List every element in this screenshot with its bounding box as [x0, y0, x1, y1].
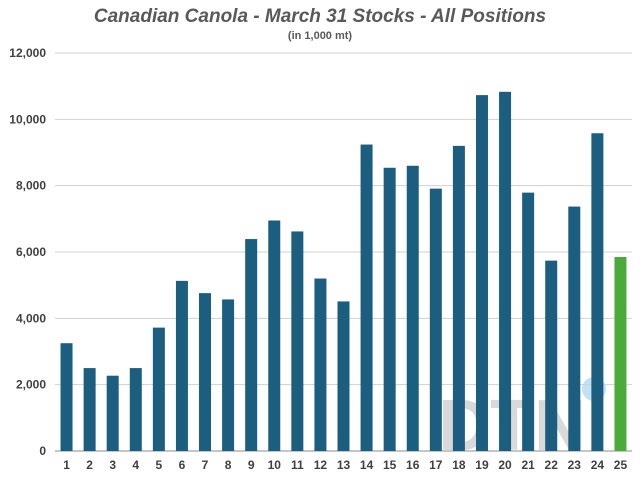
- bar-22: [545, 260, 558, 451]
- bar-6: [175, 280, 188, 451]
- bar-14: [360, 144, 373, 452]
- x-tick-label: 13: [337, 458, 351, 472]
- bar-11: [291, 231, 304, 451]
- x-tick-label: 16: [406, 458, 420, 472]
- y-tick-label: 8,000: [16, 179, 46, 193]
- bar-4: [129, 368, 142, 451]
- bar-3: [106, 375, 119, 451]
- x-tick-label: 24: [591, 458, 605, 472]
- x-tick-label: 12: [314, 458, 328, 472]
- x-tick-label: 10: [268, 458, 282, 472]
- bar-13: [337, 301, 350, 451]
- x-tick-label: 7: [202, 458, 209, 472]
- bar-16: [406, 165, 419, 451]
- bar-17: [429, 188, 442, 451]
- x-tick-label: 5: [156, 458, 163, 472]
- bar-2: [83, 368, 96, 451]
- x-tick-label: 11: [291, 458, 304, 472]
- x-tick-label: 22: [545, 458, 559, 472]
- bar-12: [314, 278, 327, 451]
- chart-subtitle: (in 1,000 mt): [287, 30, 353, 42]
- bar-15: [383, 167, 396, 452]
- x-tick-label: 15: [383, 458, 397, 472]
- x-tick-label: 6: [179, 458, 186, 472]
- y-tick-label: 12,000: [9, 46, 46, 60]
- x-tick-label: 25: [614, 458, 628, 472]
- x-tick-label: 4: [132, 458, 139, 472]
- bar-18: [452, 145, 465, 451]
- x-tick-label: 1: [63, 458, 70, 472]
- x-tick-label: 21: [521, 458, 535, 472]
- x-tick-label: 2: [86, 458, 93, 472]
- y-tick-label: 10,000: [9, 112, 46, 126]
- bar-1: [60, 343, 73, 451]
- x-tick-label: 20: [498, 458, 512, 472]
- x-tick-label: 18: [452, 458, 466, 472]
- x-tick-label: 8: [225, 458, 232, 472]
- bar-5: [152, 327, 165, 451]
- chart-title: Canadian Canola - March 31 Stocks - All …: [93, 6, 547, 27]
- bar-10: [268, 220, 281, 451]
- x-tick-label: 3: [109, 458, 116, 472]
- bar-21: [522, 192, 535, 452]
- bar-23: [568, 206, 581, 451]
- bar-25: [614, 256, 627, 451]
- y-tick-label: 0: [39, 444, 46, 458]
- bar-19: [475, 95, 488, 451]
- x-tick-label: 9: [248, 458, 255, 472]
- y-tick-label: 6,000: [16, 245, 46, 259]
- bar-8: [222, 299, 235, 451]
- x-tick-label: 23: [568, 458, 582, 472]
- y-tick-label: 2,000: [16, 378, 46, 392]
- bar-7: [199, 293, 212, 451]
- x-tick-label: 19: [475, 458, 489, 472]
- x-tick-label: 14: [360, 458, 374, 472]
- bar-20: [499, 91, 512, 452]
- bar-24: [591, 133, 604, 451]
- y-tick-label: 4,000: [16, 311, 46, 325]
- x-tick-label: 17: [429, 458, 443, 472]
- bar-9: [245, 239, 258, 451]
